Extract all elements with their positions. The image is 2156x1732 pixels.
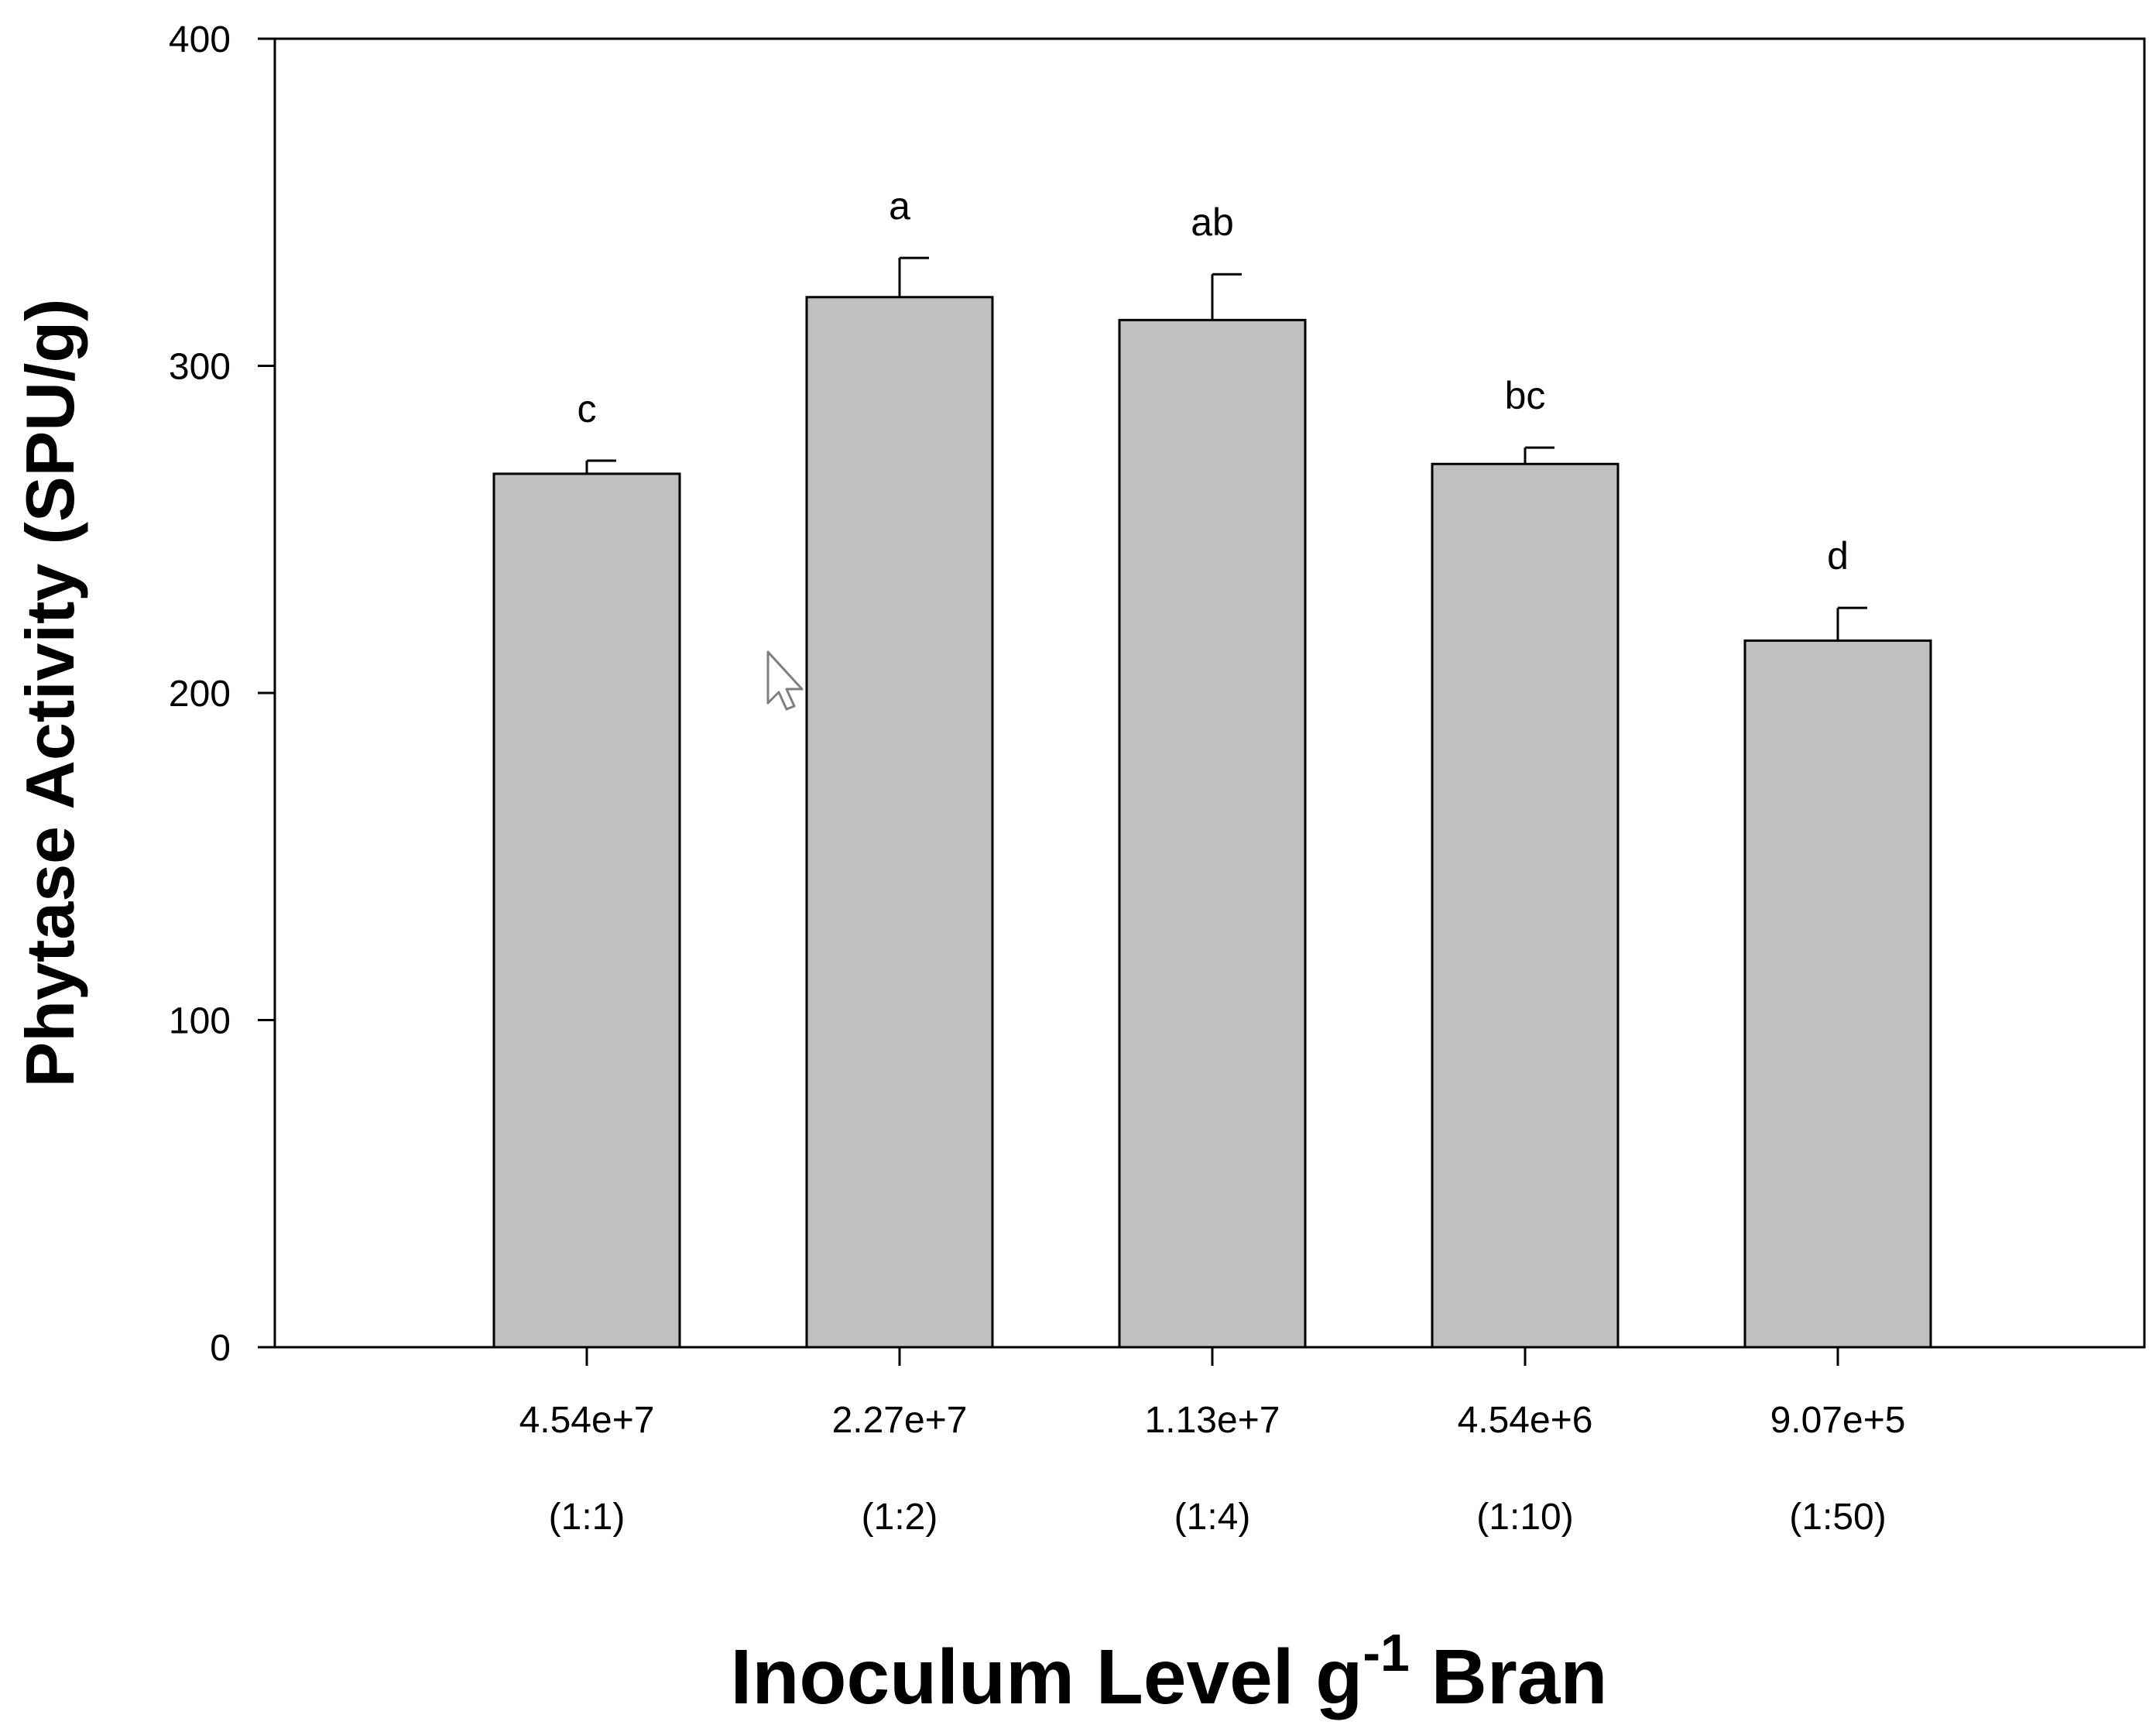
significance-label: bc [1505,374,1546,417]
x-tick-sublabel: (1:2) [862,1497,938,1538]
y-tick-label: 400 [169,19,231,60]
x-tick-label: 4.54e+6 [1458,1400,1593,1441]
x-axis-title-superscript: -1 [1362,1624,1409,1682]
bar [1118,318,1307,1349]
x-axis-title-suffix: Bran [1410,1634,1608,1720]
bar [1431,462,1620,1349]
x-tick-sublabel: (1:4) [1174,1497,1251,1538]
x-tick-sublabel: (1:10) [1476,1497,1573,1538]
y-tick-label: 300 [169,347,231,388]
x-tick-sublabel: (1:50) [1789,1497,1886,1538]
x-tick-label: 9.07e+5 [1770,1400,1906,1441]
x-tick-sublabel: (1:1) [549,1497,626,1538]
bar [492,472,681,1349]
significance-label: ab [1191,201,1234,244]
x-axis: 4.54e+7 (1:1) 2.27e+7 (1:2) 1.13e+7 (1:4) 4.54… [519,1347,1906,1538]
y-axis-title: Phytase Activity (SPU/g) [12,299,88,1088]
x-axis-title-main: Inoculum Level g [731,1634,1363,1720]
x-axis-title: Inoculum Level g-1 Bran [731,1624,1608,1720]
mouse-cursor-icon [766,650,804,711]
x-tick-label: 1.13e+7 [1145,1400,1280,1441]
bar [1743,639,1932,1349]
x-tick-label: 4.54e+7 [519,1400,655,1441]
bars: c a ab bc d [492,184,1932,1349]
significance-label: a [889,184,910,228]
y-tick-label: 100 [169,1001,231,1042]
x-tick-label: 2.27e+7 [832,1400,968,1441]
y-axis: 0 100 200 300 400 [169,19,275,1369]
significance-label: d [1827,534,1849,578]
significance-label: c [578,387,597,430]
y-tick-label: 0 [210,1328,231,1369]
bar [805,296,994,1349]
y-tick-label: 200 [169,674,231,715]
